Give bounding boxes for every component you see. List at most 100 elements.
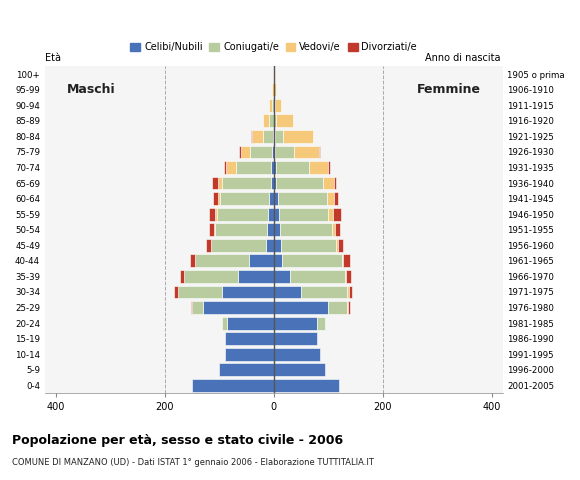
Bar [290,270,345,283]
Bar [272,99,274,111]
Bar [222,317,227,329]
Bar [336,239,338,252]
Bar [274,223,280,236]
Bar [295,145,319,158]
Bar [211,239,266,252]
Text: COMUNE DI MANZANO (UD) - Dati ISTAT 1° gennaio 2006 - Elaborazione TUTTITALIA.IT: COMUNE DI MANZANO (UD) - Dati ISTAT 1° g… [12,458,374,468]
Bar [274,363,325,376]
Bar [267,223,274,236]
Bar [215,223,267,236]
Bar [347,286,349,299]
Bar [269,208,274,220]
Bar [272,83,274,96]
Bar [275,99,281,111]
Bar [192,301,203,314]
Bar [222,177,271,190]
Text: Maschi: Maschi [67,83,115,96]
Bar [179,286,222,299]
Bar [328,301,347,314]
Bar [206,239,211,252]
Bar [174,286,179,299]
Bar [343,254,350,267]
Bar [224,348,274,360]
Bar [274,301,328,314]
Bar [283,130,313,143]
Bar [275,130,283,143]
Bar [219,363,274,376]
Bar [249,254,274,267]
Bar [191,301,192,314]
Bar [274,348,320,360]
Bar [277,177,323,190]
Bar [327,192,333,205]
Bar [342,254,343,267]
Bar [281,239,336,252]
Bar [241,145,251,158]
Bar [180,270,184,283]
Bar [216,208,269,220]
Bar [209,223,215,236]
Bar [274,270,290,283]
Bar [238,270,274,283]
Bar [192,379,274,392]
Bar [263,114,269,127]
Bar [274,317,317,329]
Bar [280,223,332,236]
Legend: Celibi/Nubili, Coniugati/e, Vedovi/e, Divorziati/e: Celibi/Nubili, Coniugati/e, Vedovi/e, Di… [126,38,421,56]
Bar [218,192,220,205]
Bar [218,177,222,190]
Bar [213,192,218,205]
Bar [274,177,277,190]
Text: Anno di nascita: Anno di nascita [425,53,500,63]
Bar [332,208,340,220]
Bar [274,192,278,205]
Bar [328,161,330,174]
Bar [251,130,252,143]
Text: Femmine: Femmine [416,83,481,96]
Bar [301,286,347,299]
Bar [209,208,215,220]
Bar [282,254,342,267]
Bar [251,145,272,158]
Bar [274,208,279,220]
Bar [349,286,351,299]
Bar [274,114,277,127]
Bar [274,161,277,174]
Bar [226,161,235,174]
Bar [347,301,349,314]
Text: Popolazione per età, sesso e stato civile - 2006: Popolazione per età, sesso e stato civil… [12,434,343,447]
Bar [252,130,263,143]
Bar [274,239,281,252]
Bar [273,130,274,143]
Bar [277,161,309,174]
Bar [274,145,276,158]
Bar [274,83,277,96]
Bar [222,286,274,299]
Bar [190,254,195,267]
Bar [278,192,327,205]
Bar [274,286,301,299]
Bar [224,161,226,174]
Bar [269,114,274,127]
Bar [274,379,339,392]
Bar [271,161,274,174]
Bar [338,239,343,252]
Bar [235,161,271,174]
Bar [276,145,295,158]
Bar [274,68,275,81]
Bar [309,161,328,174]
Bar [279,208,328,220]
Bar [224,332,274,345]
Bar [269,99,272,111]
Bar [274,332,317,345]
Bar [319,145,320,158]
Bar [272,145,274,158]
Bar [317,317,325,329]
Bar [345,270,346,283]
Bar [220,192,269,205]
Bar [349,301,350,314]
Bar [334,177,336,190]
Bar [266,239,274,252]
Bar [332,223,335,236]
Text: Età: Età [45,53,61,63]
